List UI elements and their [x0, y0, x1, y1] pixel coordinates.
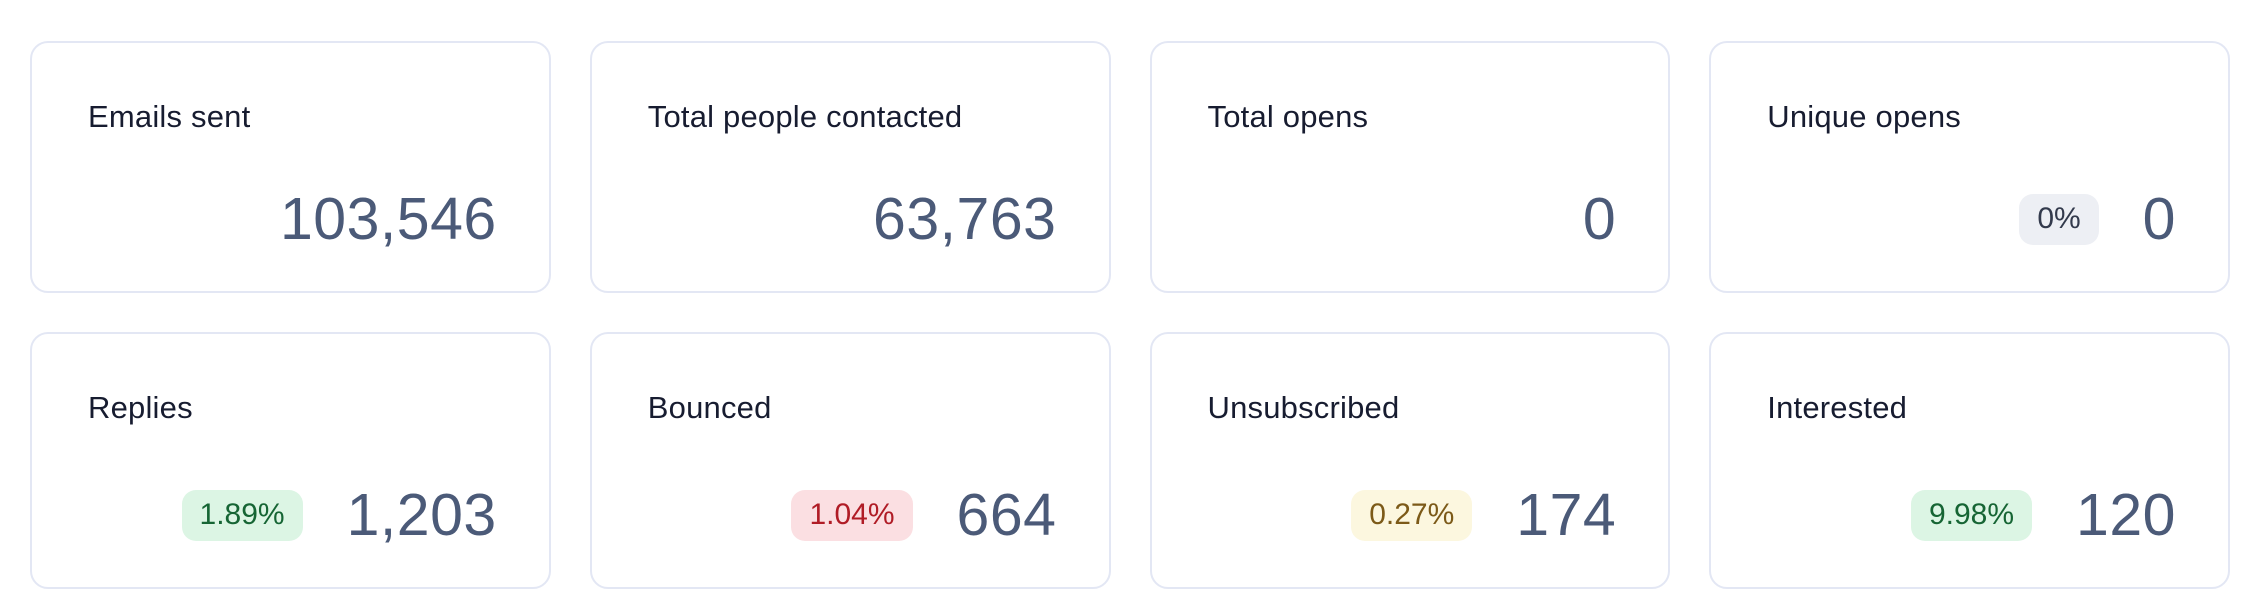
stat-label: Unique opens — [1767, 99, 1961, 134]
stat-value: 174 — [1516, 482, 1617, 548]
stat-card-emails-sent: Emails sent 103,546 — [30, 41, 551, 293]
stat-value: 120 — [2076, 482, 2176, 548]
percentage-badge: 0% — [2019, 194, 2099, 245]
stat-card-interested: Interested 9.98% 120 — [1709, 332, 2230, 589]
stat-card-total-opens: Total opens 0 — [1149, 41, 1671, 293]
stat-value: 63,763 — [873, 186, 1057, 252]
stat-value-row: 103,546 — [88, 190, 497, 249]
stat-value-row: 0 — [1208, 190, 1617, 249]
stat-value: 103,546 — [279, 186, 497, 252]
percentage-badge: 9.98% — [1910, 490, 2033, 541]
stat-card-bounced: Bounced 1.04% 664 — [589, 332, 1111, 589]
stat-label: Emails sent — [88, 99, 251, 134]
stat-label: Total people contacted — [647, 99, 963, 134]
stat-value: 0 — [2142, 186, 2176, 252]
stat-value: 664 — [956, 482, 1057, 548]
stat-value: 0 — [1582, 186, 1617, 252]
percentage-badge: 1.89% — [181, 490, 303, 541]
stat-value-row: 1.89% 1,203 — [88, 486, 497, 545]
stat-label: Replies — [88, 390, 193, 425]
stat-label: Total opens — [1207, 99, 1369, 134]
stat-card-replies: Replies 1.89% 1,203 — [30, 332, 551, 589]
stat-card-unique-opens: Unique opens 0% 0 — [1709, 41, 2230, 293]
stat-label: Bounced — [647, 390, 772, 425]
stat-value-row: 0% 0 — [1767, 190, 2176, 249]
percentage-badge: 1.04% — [791, 490, 913, 541]
stat-value-row: 63,763 — [648, 190, 1057, 249]
stat-value-row: 1.04% 664 — [648, 486, 1057, 545]
stat-value-row: 9.98% 120 — [1767, 486, 2176, 545]
stat-value: 1,203 — [346, 482, 497, 548]
stat-label: Interested — [1767, 390, 1908, 425]
percentage-badge: 0.27% — [1351, 490, 1473, 541]
stat-label: Unsubscribed — [1207, 390, 1400, 425]
stat-card-unsubscribed: Unsubscribed 0.27% 174 — [1149, 332, 1671, 589]
stat-value-row: 0.27% 174 — [1208, 486, 1617, 545]
stat-card-total-people-contacted: Total people contacted 63,763 — [589, 41, 1111, 293]
